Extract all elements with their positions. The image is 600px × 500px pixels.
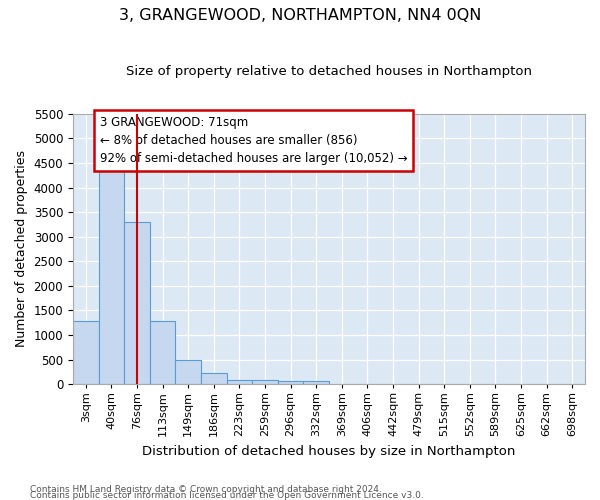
Bar [73,321,98,384]
Text: 3, GRANGEWOOD, NORTHAMPTON, NN4 0QN: 3, GRANGEWOOD, NORTHAMPTON, NN4 0QN [119,8,481,22]
Bar [98,170,124,384]
Bar [227,380,252,384]
Bar [175,360,201,384]
Bar [124,222,150,384]
Text: 3 GRANGEWOOD: 71sqm
← 8% of detached houses are smaller (856)
92% of semi-detach: 3 GRANGEWOOD: 71sqm ← 8% of detached hou… [100,116,407,166]
Bar [252,380,278,384]
X-axis label: Distribution of detached houses by size in Northampton: Distribution of detached houses by size … [142,444,515,458]
Bar [150,321,175,384]
Bar [278,381,304,384]
Text: Contains public sector information licensed under the Open Government Licence v3: Contains public sector information licen… [30,490,424,500]
Bar [304,382,329,384]
Text: Contains HM Land Registry data © Crown copyright and database right 2024.: Contains HM Land Registry data © Crown c… [30,484,382,494]
Bar [201,373,227,384]
Y-axis label: Number of detached properties: Number of detached properties [15,150,28,348]
Title: Size of property relative to detached houses in Northampton: Size of property relative to detached ho… [126,65,532,78]
